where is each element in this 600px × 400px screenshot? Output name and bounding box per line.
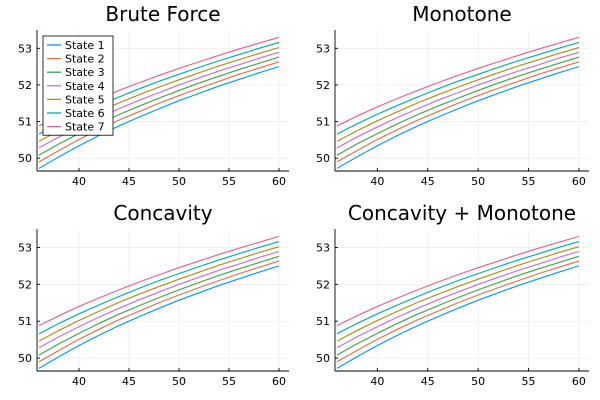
subplot-4: Concavity + Monotone 40 45 50 55 60 50 51 52 53 — [316, 201, 589, 388]
legend-entry: State 7 — [65, 121, 105, 134]
legend-entry: State 2 — [65, 53, 105, 66]
series-line-state-4 — [336, 250, 580, 349]
series-line-state-1 — [336, 66, 580, 169]
series-line-state-2 — [336, 260, 580, 363]
x-tick-label: 45 — [421, 375, 435, 388]
series-line-state-4 — [38, 250, 280, 349]
x-tick-label: 55 — [222, 375, 236, 388]
x-tick-label: 55 — [522, 175, 536, 188]
y-tick-label: 50 — [18, 352, 32, 365]
series-line-state-2 — [38, 61, 280, 163]
y-tick-label: 52 — [18, 79, 32, 92]
legend-entry: State 3 — [65, 66, 105, 79]
x-tick-label: 45 — [421, 175, 435, 188]
x-tick-label: 60 — [272, 375, 286, 388]
series-line-state-5 — [336, 47, 580, 142]
series-line-state-1 — [38, 66, 280, 169]
series-line-state-1 — [38, 265, 280, 369]
x-tick-label: 60 — [572, 375, 586, 388]
y-tick-label: 52 — [316, 79, 330, 92]
y-tick-label: 51 — [316, 116, 330, 129]
y-tick-label: 53 — [18, 42, 32, 55]
subplot-title: Brute Force — [105, 2, 220, 26]
y-tick-label: 53 — [316, 42, 330, 55]
y-tick-label: 52 — [316, 278, 330, 291]
x-tick-label: 50 — [471, 175, 485, 188]
series-line-state-7 — [38, 235, 280, 327]
y-tick-label: 51 — [316, 315, 330, 328]
y-tick-label: 53 — [18, 241, 32, 254]
x-tick-label: 40 — [72, 175, 86, 188]
series-line-state-7 — [336, 235, 580, 327]
y-tick-label: 50 — [316, 152, 330, 165]
x-tick-label: 45 — [122, 175, 136, 188]
x-tick-label: 40 — [370, 375, 384, 388]
x-tick-label: 40 — [370, 175, 384, 188]
series-line-state-7 — [336, 36, 580, 127]
y-tick-label: 51 — [18, 116, 32, 129]
subplot-title: Concavity — [113, 201, 212, 225]
subplot-2: Monotone 40 45 50 55 60 50 51 52 53 — [316, 2, 589, 188]
legend-entry: State 5 — [65, 93, 105, 106]
x-tick-label: 50 — [471, 375, 485, 388]
y-tick-label: 53 — [316, 241, 330, 254]
y-tick-label: 51 — [18, 315, 32, 328]
x-tick-label: 40 — [72, 375, 86, 388]
x-tick-label: 55 — [222, 175, 236, 188]
subplot-title: Concavity + Monotone — [348, 201, 576, 225]
series-line-state-6 — [38, 240, 280, 335]
x-tick-label: 50 — [172, 375, 186, 388]
series-line-state-2 — [38, 260, 280, 363]
legend-entry: State 4 — [65, 80, 105, 93]
series-line-state-3 — [38, 255, 280, 356]
series-line-state-3 — [336, 56, 580, 156]
x-tick-label: 50 — [172, 175, 186, 188]
y-tick-label: 52 — [18, 278, 32, 291]
x-tick-label: 55 — [522, 375, 536, 388]
series-line-state-5 — [38, 246, 280, 342]
x-tick-label: 45 — [122, 375, 136, 388]
series-line-state-5 — [336, 246, 580, 342]
legend-entry: State 1 — [65, 39, 105, 52]
series-line-state-2 — [336, 61, 580, 163]
y-tick-label: 50 — [18, 152, 32, 165]
y-tick-label: 50 — [316, 352, 330, 365]
series-line-state-3 — [336, 255, 580, 356]
subplot-3: Concavity 40 45 50 55 60 50 51 52 53 — [18, 201, 289, 388]
x-tick-label: 60 — [272, 175, 286, 188]
series-line-state-6 — [336, 41, 580, 135]
legend-entry: State 6 — [65, 107, 105, 120]
series-line-state-1 — [336, 265, 580, 369]
series-line-state-6 — [336, 240, 580, 335]
x-tick-label: 60 — [572, 175, 586, 188]
subplot-title: Monotone — [412, 2, 511, 26]
series-line-state-4 — [336, 51, 580, 149]
